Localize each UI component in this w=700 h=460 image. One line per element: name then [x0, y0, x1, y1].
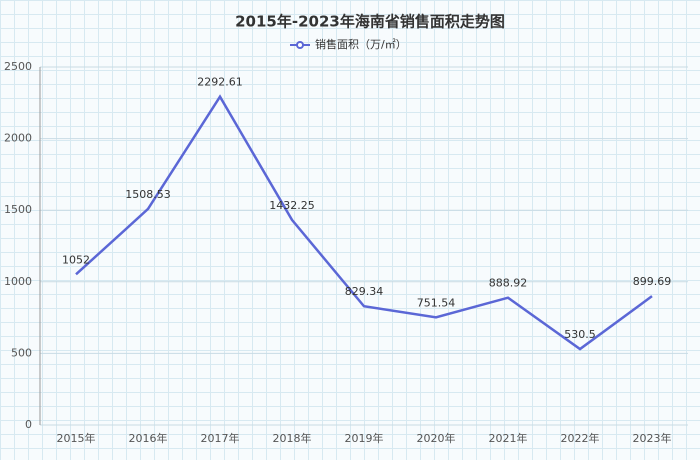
y-tick-label: 0 [25, 418, 32, 431]
x-tick-label: 2020年 [417, 431, 456, 445]
x-tick-label: 2021年 [489, 431, 528, 445]
value-label: 829.34 [345, 285, 384, 298]
y-tick-label: 2000 [4, 132, 32, 145]
value-label: 899.69 [633, 275, 672, 288]
legend-label: 销售面积（万/㎡） [315, 37, 407, 51]
x-tick-label: 2023年 [633, 431, 672, 445]
legend-dot [296, 41, 304, 49]
x-tick-label: 2018年 [273, 431, 312, 445]
legend: 销售面积（万/㎡） [290, 37, 407, 51]
x-tick-label: 2017年 [201, 431, 240, 445]
value-label: 1432.25 [269, 199, 315, 212]
x-tick-label: 2022年 [561, 431, 600, 445]
value-label: 1508.53 [125, 188, 171, 201]
value-label: 751.54 [417, 296, 456, 309]
x-tick-label: 2019年 [345, 431, 384, 445]
value-label: 1052 [62, 253, 90, 266]
x-tick-label: 2015年 [57, 431, 96, 445]
value-label: 530.5 [564, 328, 596, 341]
value-label: 888.92 [489, 277, 528, 290]
y-tick-label: 1500 [4, 203, 32, 216]
value-label: 2292.61 [197, 76, 243, 89]
y-tick-label: 1000 [4, 275, 32, 288]
line [75, 94, 653, 351]
x-tick-label: 2016年 [129, 431, 168, 445]
y-tick-label: 2500 [4, 60, 32, 73]
chart-title: 2015年-2023年海南省销售面积走势图 [235, 13, 505, 31]
y-tick-label: 500 [11, 346, 32, 359]
